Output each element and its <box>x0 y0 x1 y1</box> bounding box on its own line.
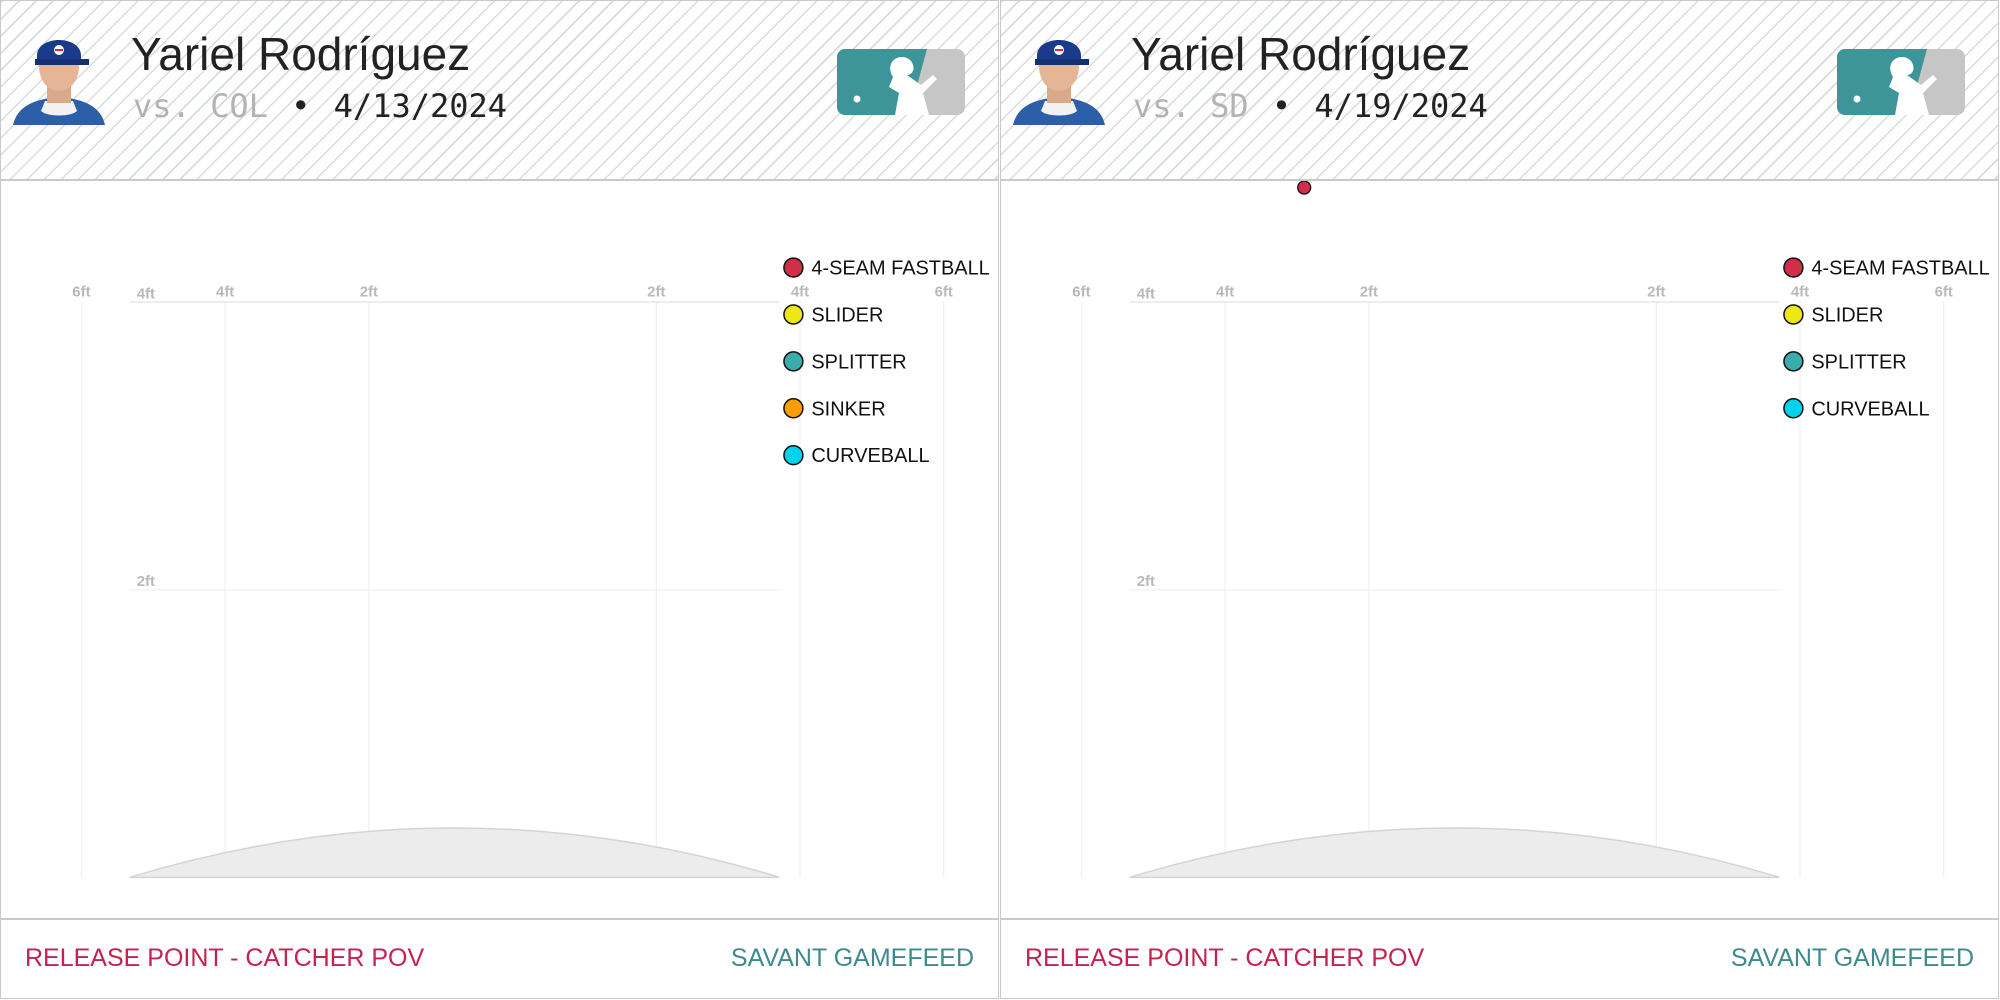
separator: • <box>291 87 311 125</box>
x-tick-label: 6ft <box>72 284 90 301</box>
release-point-chart: 8ft6ft4ft2ft2ft4ft6ft6ft4ft2ft 4-SEAM FA… <box>72 257 990 879</box>
header: Yariel Rodríguez vs. COL • 4/13/2024 <box>1 1 998 181</box>
legend-label: CURVEBALL <box>1811 398 1929 420</box>
x-tick-label: 2ft <box>647 284 665 301</box>
game-info: vs. COL • 4/13/2024 <box>133 87 507 125</box>
y-tick-label: 2ft <box>1137 573 1155 590</box>
game-date: 4/13/2024 <box>333 87 508 125</box>
footer: RELEASE POINT - CATCHER POV SAVANT GAMEF… <box>1 918 998 998</box>
legend-label: 4-SEAM FASTBALL <box>811 258 989 280</box>
y-tick-label: 2ft <box>137 573 155 590</box>
player-headshot-image <box>13 40 105 125</box>
mlb-logo-icon <box>1837 49 1965 115</box>
legend-swatch <box>783 304 804 325</box>
legend-label: SLIDER <box>1811 304 1883 326</box>
legend-swatch <box>1783 351 1804 372</box>
legend-label: CURVEBALL <box>811 445 929 467</box>
legend-label: SPLITTER <box>1811 351 1906 373</box>
panel-left: Yariel Rodríguez vs. COL • 4/13/2024 8ft… <box>0 0 999 999</box>
source-link[interactable]: SAVANT GAMEFEED <box>1730 944 1974 972</box>
legend-label: SLIDER <box>811 304 883 326</box>
separator: • <box>1271 87 1292 125</box>
player-name: Yariel Rodríguez <box>131 28 471 80</box>
legend-swatch <box>1783 257 1804 278</box>
pitching-mound <box>129 827 780 879</box>
x-tick-label: 4ft <box>1791 284 1809 301</box>
x-tick-label: 6ft <box>935 284 953 301</box>
source-link[interactable]: SAVANT GAMEFEED <box>730 944 974 972</box>
mlb-logo-icon <box>837 49 965 115</box>
header: Yariel Rodríguez vs. SD • 4/19/2024 <box>1001 1 1998 181</box>
legend-label: SINKER <box>811 398 885 420</box>
opponent-label: vs. SD <box>1133 87 1249 125</box>
opponent-label: vs. COL <box>133 87 268 125</box>
legend-label: 4-SEAM FASTBALL <box>1811 258 1989 280</box>
legend-swatch <box>783 351 804 372</box>
player-headshot-image <box>1013 40 1105 125</box>
panel-right: Yariel Rodríguez vs. SD • 4/19/2024 8ft6… <box>1000 0 1999 999</box>
x-tick-label: 4ft <box>216 284 234 301</box>
x-tick-label: 2ft <box>360 284 378 301</box>
chart-type-label: RELEASE POINT - CATCHER POV <box>25 944 425 972</box>
footer: RELEASE POINT - CATCHER POV SAVANT GAMEF… <box>1001 918 1998 998</box>
game-info: vs. SD • 4/19/2024 <box>1133 87 1488 125</box>
legend-swatch <box>783 444 804 466</box>
player-name: Yariel Rodríguez <box>1131 28 1471 80</box>
x-tick-label: 6ft <box>1072 284 1090 301</box>
legend-swatch <box>1783 304 1804 325</box>
y-tick-label: 4ft <box>1137 286 1155 303</box>
pitching-mound <box>1129 827 1780 879</box>
x-tick-label: 2ft <box>1360 284 1378 301</box>
legend-label: SPLITTER <box>811 351 906 373</box>
x-tick-label: 2ft <box>1647 284 1665 301</box>
pitch-point[interactable] <box>1297 181 1312 195</box>
x-tick-label: 4ft <box>1216 284 1234 301</box>
y-tick-label: 4ft <box>137 286 155 303</box>
game-date: 4/19/2024 <box>1314 87 1488 125</box>
legend-swatch <box>783 257 804 278</box>
release-point-chart: 8ft6ft4ft2ft2ft4ft6ft6ft4ft2ft 4-SEAM FA… <box>1072 181 1990 879</box>
legend-swatch <box>783 398 804 419</box>
chart-type-label: RELEASE POINT - CATCHER POV <box>1025 944 1425 972</box>
legend-swatch <box>1783 398 1804 419</box>
x-tick-label: 6ft <box>1935 284 1953 301</box>
x-tick-label: 4ft <box>791 284 809 301</box>
